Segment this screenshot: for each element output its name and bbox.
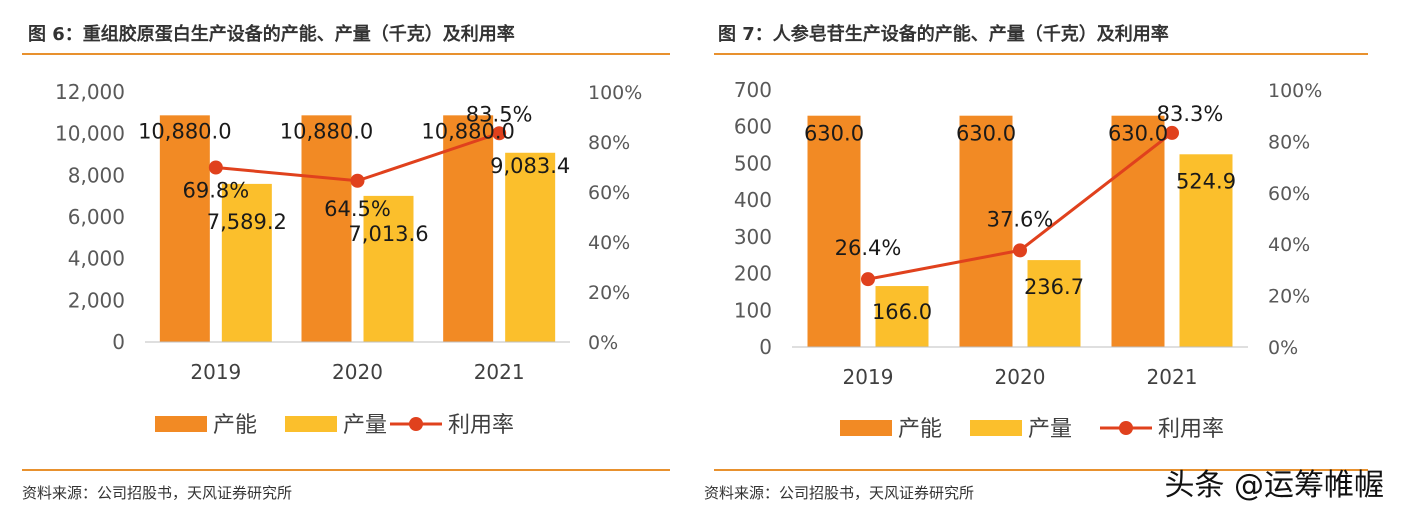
source-rule — [714, 469, 1368, 471]
data-label-rate: 83.5% — [466, 102, 533, 126]
rate-point — [208, 160, 223, 175]
legend-label-output: 产量 — [343, 413, 387, 438]
data-label-rate: 83.3% — [1157, 102, 1224, 126]
y-tick-label: 300 — [734, 225, 772, 249]
y-tick-label: 400 — [734, 188, 772, 212]
y-tick-label: 10,000 — [55, 122, 125, 146]
figure-6-title: 图 6：重组胶原蛋白生产设备的产能、产量（千克）及利用率 — [28, 24, 515, 45]
data-label-output: 524.9 — [1176, 169, 1236, 193]
bar-capacity — [159, 115, 210, 342]
y-tick-label: 600 — [734, 115, 772, 139]
y2-tick-label: 40% — [588, 232, 630, 254]
data-label-rate: 37.6% — [987, 207, 1054, 231]
x-tick-label: 2020 — [332, 360, 383, 384]
data-label-output: 9,083.4 — [490, 154, 570, 178]
data-label-rate: 26.4% — [835, 236, 902, 260]
x-tick-label: 2021 — [474, 360, 525, 384]
bar-capacity — [959, 115, 1013, 347]
legend-swatch-output — [970, 420, 1022, 436]
data-label-rate: 64.5% — [324, 197, 391, 221]
data-label-capacity: 10,880.0 — [280, 119, 374, 143]
rate-point — [350, 173, 365, 188]
legend-label-output: 产量 — [1028, 417, 1072, 442]
bar-capacity — [807, 115, 861, 347]
bar-output — [875, 286, 929, 347]
rate-point — [861, 272, 875, 287]
bar-output — [363, 195, 414, 342]
figure-7-chart: 0 100 200 300 400 500 600 700 0% 20% 40% 60% 80% 100%… — [734, 78, 1323, 442]
title-rule — [714, 53, 1368, 55]
y2-tick-label: 20% — [588, 282, 630, 304]
figure-6-source: 资料来源：公司招股书，天风证券研究所 — [22, 484, 293, 502]
legend-label-capacity: 产能 — [898, 417, 942, 442]
y-tick-label: 12,000 — [55, 80, 125, 104]
data-label-capacity: 630.0 — [804, 122, 864, 146]
y2-tick-label: 80% — [588, 132, 630, 154]
bar-output — [1179, 154, 1233, 347]
x-tick-label: 2021 — [1147, 365, 1198, 389]
source-rule — [22, 469, 670, 471]
y-tick-label: 4,000 — [68, 247, 125, 271]
figure-7-title: 图 7：人参皂苷生产设备的产能、产量（千克）及利用率 — [718, 24, 1169, 45]
y2-tick-label: 80% — [1268, 131, 1310, 153]
y2-tick-label: 0% — [588, 332, 618, 354]
x-tick-label: 2019 — [190, 360, 241, 384]
bar-output — [221, 183, 272, 342]
legend-swatch-capacity — [155, 416, 207, 432]
data-label-output: 7,589.2 — [207, 210, 287, 234]
figure-7-panel: 图 7：人参皂苷生产设备的产能、产量（千克）及利用率 0 100 200 300 400… — [700, 0, 1402, 506]
data-label-capacity: 10,880.0 — [421, 119, 515, 143]
bar-output — [1027, 260, 1081, 347]
y-tick-label: 0 — [759, 335, 772, 359]
legend-marker-rate — [1119, 421, 1133, 435]
watermark-text: 头条 @运筹帷幄 — [1164, 468, 1384, 503]
y2-tick-label: 60% — [588, 182, 630, 204]
y-tick-label: 8,000 — [68, 163, 125, 187]
y-tick-label: 2,000 — [68, 288, 125, 312]
data-label-rate: 69.8% — [182, 179, 249, 203]
data-label-capacity: 630.0 — [956, 122, 1016, 146]
legend-swatch-output — [285, 416, 337, 432]
figure-7-source: 资料来源：公司招股书，天风证券研究所 — [704, 484, 975, 502]
y2-tick-label: 40% — [1268, 234, 1310, 256]
legend-label-rate: 利用率 — [1158, 417, 1224, 442]
y-tick-label: 200 — [734, 262, 772, 286]
figure-6-chart: 0 2,000 4,000 6,000 8,000 10,000 12,000 0% 20% 40… — [55, 80, 642, 438]
data-label-output: 7,013.6 — [348, 222, 428, 246]
figure-6-panel: 图 6：重组胶原蛋白生产设备的产能、产量（千克）及利用率 0 2,000 4,000… — [0, 0, 684, 506]
y2-tick-label: 100% — [1268, 80, 1322, 102]
y-tick-label: 700 — [734, 78, 772, 102]
title-rule — [22, 53, 670, 55]
bar-capacity — [443, 115, 494, 342]
x-tick-label: 2020 — [995, 365, 1046, 389]
y2-tick-label: 60% — [1268, 183, 1310, 205]
y2-tick-label: 100% — [588, 82, 642, 104]
y-tick-label: 6,000 — [68, 205, 125, 229]
rate-point — [1013, 243, 1027, 258]
bar-capacity — [301, 115, 352, 342]
data-label-output: 236.7 — [1024, 275, 1084, 299]
rate-point — [1165, 125, 1179, 140]
y-tick-label: 100 — [734, 298, 772, 322]
legend-swatch-capacity — [840, 420, 892, 436]
x-tick-label: 2019 — [843, 365, 894, 389]
legend-label-rate: 利用率 — [448, 413, 514, 438]
y-tick-label: 0 — [112, 330, 125, 354]
y2-tick-label: 20% — [1268, 286, 1310, 308]
y2-tick-label: 0% — [1268, 337, 1298, 359]
bar-capacity — [1111, 115, 1165, 347]
data-label-capacity: 630.0 — [1108, 122, 1168, 146]
data-label-output: 166.0 — [872, 300, 932, 324]
legend-label-capacity: 产能 — [213, 413, 257, 438]
data-label-capacity: 10,880.0 — [138, 119, 232, 143]
y-tick-label: 500 — [734, 151, 772, 175]
legend-marker-rate — [409, 417, 423, 431]
rate-point — [492, 126, 507, 141]
bar-output — [505, 152, 556, 342]
